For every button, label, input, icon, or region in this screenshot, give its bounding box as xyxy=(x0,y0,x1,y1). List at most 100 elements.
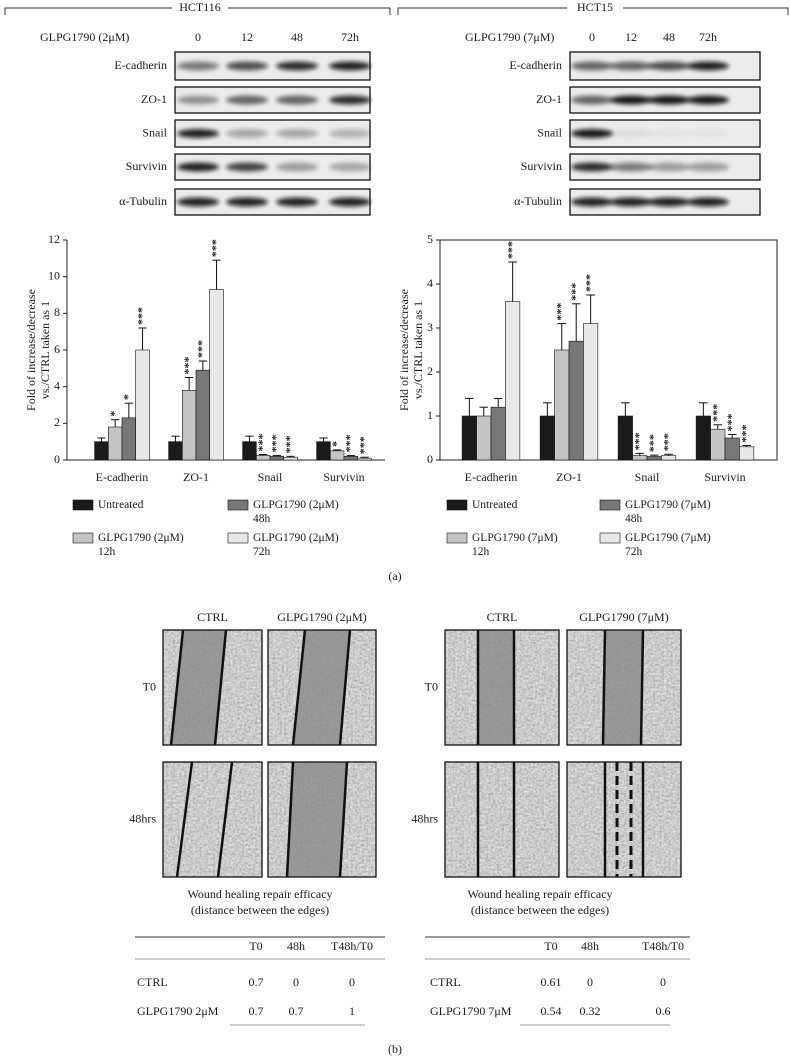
significance-label: *** xyxy=(660,433,674,451)
blot-band xyxy=(276,129,318,138)
bar xyxy=(646,456,662,461)
y-tick-label: 4 xyxy=(54,378,60,392)
significance-label: *** xyxy=(255,434,269,452)
bar xyxy=(461,415,477,461)
significance-label: *** xyxy=(710,404,724,422)
wound-edge xyxy=(285,761,295,878)
table-cell: 0 xyxy=(293,975,299,989)
table-cell: 0.6 xyxy=(656,1004,671,1018)
blot-band xyxy=(687,197,729,207)
blot-band xyxy=(648,95,690,105)
wound-frame xyxy=(444,629,560,746)
caption: (distance between the edges) xyxy=(191,903,329,917)
blot-band xyxy=(571,197,613,207)
significance-label: *** xyxy=(356,436,370,454)
time-label: 12 xyxy=(241,30,253,44)
wound-gap xyxy=(293,630,350,745)
table-cell: 0.54 xyxy=(541,1004,562,1018)
wound-frame xyxy=(566,761,682,878)
significance-label: *** xyxy=(269,434,283,452)
significance-label: * xyxy=(107,411,121,417)
bar xyxy=(490,406,506,461)
blot-band xyxy=(610,162,652,172)
time-label: 0 xyxy=(195,30,201,44)
legend-swatch xyxy=(227,532,249,544)
wound-edge xyxy=(213,629,228,746)
wound-edge xyxy=(291,629,307,746)
legend-label: GLPG1790 (2μM) 12h xyxy=(98,532,184,558)
table-cell: GLPG1790 2μM xyxy=(137,1004,219,1018)
header-bg xyxy=(567,0,623,16)
blot-band xyxy=(329,61,371,71)
wound-edge xyxy=(338,761,349,878)
bar xyxy=(108,426,123,461)
bar xyxy=(476,415,492,461)
table-header: 48h xyxy=(581,939,599,953)
legend-swatch xyxy=(446,532,468,544)
table-cell: 1 xyxy=(349,1004,355,1018)
blot-band xyxy=(177,162,219,172)
blot-band xyxy=(329,129,371,138)
x-tick-label: E-cadherin xyxy=(465,470,518,484)
table-cell: GLPG1790 7μM xyxy=(430,1004,512,1018)
protein-label: α-Tubulin xyxy=(119,194,167,208)
blot-band xyxy=(276,162,318,172)
blot-band xyxy=(276,95,318,105)
bar xyxy=(695,415,711,461)
table-header: T48h/T0 xyxy=(642,939,684,953)
column-label: CTRL xyxy=(486,610,518,624)
wound-image xyxy=(445,762,559,877)
y-axis-label: Fold of increase/decrease xyxy=(397,289,411,411)
table-header: 48h xyxy=(287,939,305,953)
time-label: 0 xyxy=(589,30,595,44)
legend-swatch xyxy=(599,499,621,511)
wound-frame xyxy=(162,761,263,878)
blot-band xyxy=(276,61,318,71)
bar xyxy=(357,457,372,461)
blot-band xyxy=(648,162,690,172)
legend-swatch xyxy=(72,532,94,544)
column-label: GLPG1790 (7μM) xyxy=(579,610,669,624)
legend-swatch xyxy=(72,499,94,511)
table-cell: 0.7 xyxy=(249,1004,264,1018)
protein-label: Snail xyxy=(537,125,562,139)
y-tick-label: 8 xyxy=(54,305,60,319)
blot-band xyxy=(571,162,613,172)
protein-label: ZO-1 xyxy=(141,92,167,106)
wound-frame xyxy=(267,761,377,878)
table-cell: 0.32 xyxy=(580,1004,601,1018)
wound-gap xyxy=(171,630,226,745)
wound-edge xyxy=(338,629,352,746)
x-tick-label: Survivin xyxy=(704,470,745,484)
wound-edge xyxy=(175,761,194,878)
significance-label: * xyxy=(329,441,343,447)
significance-label: *** xyxy=(181,357,195,375)
blot-band xyxy=(329,95,371,105)
significance-label: *** xyxy=(343,434,357,452)
legend-label: Untreated xyxy=(472,499,518,511)
table-cell: 0.7 xyxy=(289,1004,304,1018)
column-label: CTRL xyxy=(197,610,228,624)
bar xyxy=(135,349,150,461)
bar xyxy=(568,340,584,461)
blot-band xyxy=(610,197,652,207)
panel-label: (a) xyxy=(388,569,401,583)
x-tick-label: Snail xyxy=(635,470,660,484)
y-tick-label: 12 xyxy=(48,232,60,246)
wound-frame xyxy=(267,629,377,746)
wound-frame xyxy=(444,761,560,878)
wound-gap xyxy=(287,762,347,877)
blot-band xyxy=(226,197,268,207)
protein-label: E-cadherin xyxy=(114,58,167,72)
y-tick-label: 5 xyxy=(427,232,433,246)
x-tick-label: ZO-1 xyxy=(183,470,209,484)
x-tick-label: ZO-1 xyxy=(556,470,582,484)
wound-gap xyxy=(478,630,514,745)
table-cell: 0 xyxy=(660,975,666,989)
time-label: 48 xyxy=(663,30,675,44)
significance-label: *** xyxy=(724,413,738,431)
blot-band xyxy=(276,197,318,207)
wound-image xyxy=(163,762,262,877)
column-label: GLPG1790 (2μM) xyxy=(277,610,367,624)
